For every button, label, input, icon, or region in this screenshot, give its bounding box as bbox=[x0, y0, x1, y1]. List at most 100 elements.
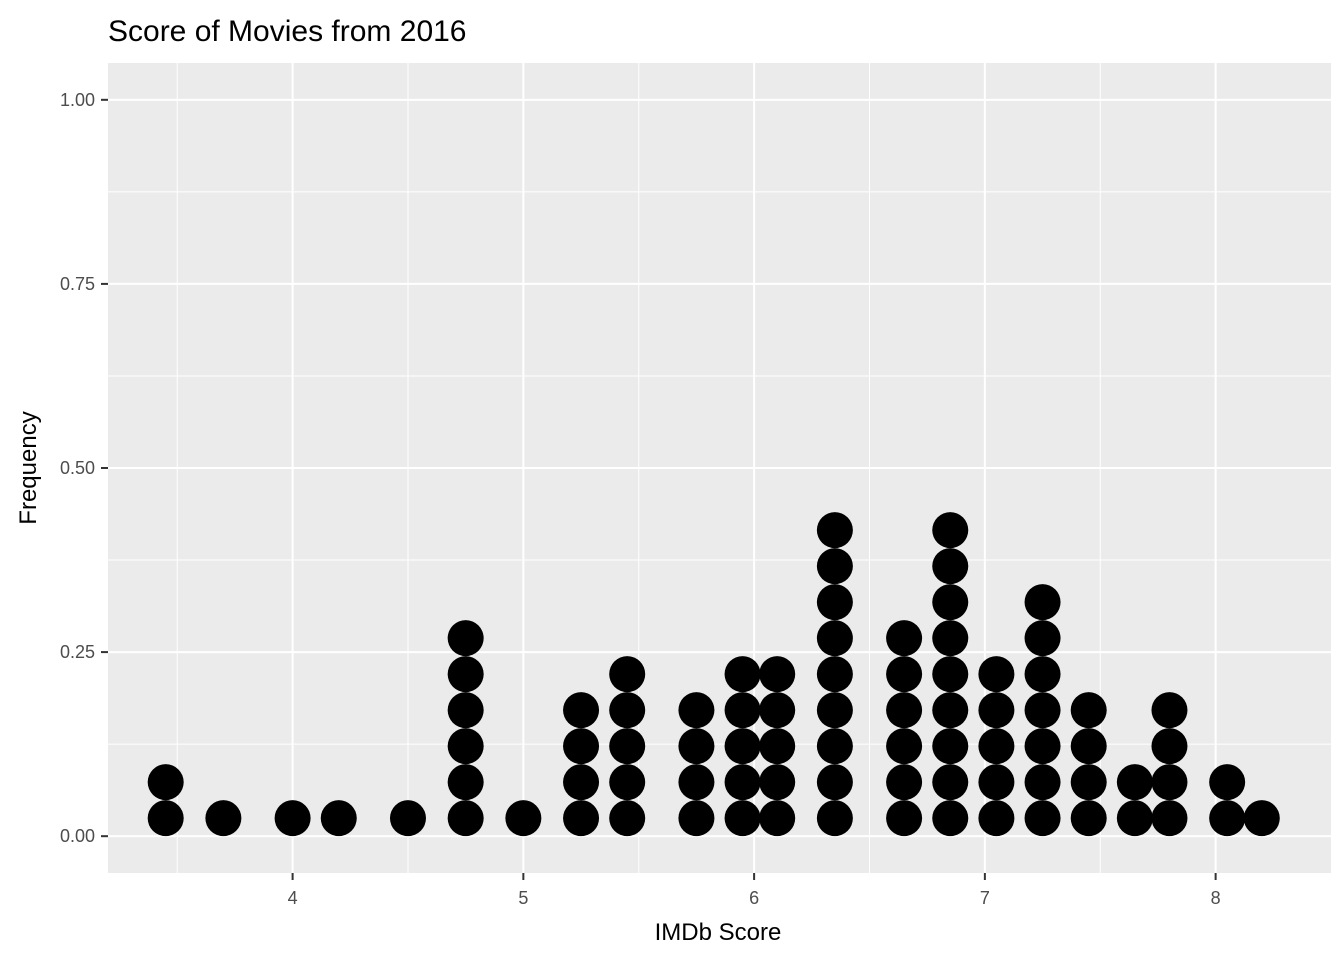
data-dot bbox=[759, 728, 796, 765]
data-dot bbox=[724, 800, 761, 837]
y-tick-label: 0.00 bbox=[60, 826, 95, 846]
data-dot bbox=[816, 512, 853, 549]
y-tick-label: 0.75 bbox=[60, 274, 95, 294]
x-axis-title: IMDb Score bbox=[655, 919, 782, 946]
y-tick-label: 0.25 bbox=[60, 642, 95, 662]
y-tick-label: 1.00 bbox=[60, 90, 95, 110]
data-dot bbox=[1116, 764, 1153, 801]
data-dot bbox=[816, 620, 853, 657]
data-dot bbox=[886, 692, 923, 729]
data-dot bbox=[978, 764, 1015, 801]
data-dot bbox=[932, 584, 969, 621]
data-dot bbox=[447, 800, 484, 837]
data-dot bbox=[978, 692, 1015, 729]
data-dot bbox=[609, 692, 646, 729]
data-dot bbox=[1151, 800, 1188, 837]
data-dot bbox=[678, 692, 715, 729]
data-dot bbox=[932, 800, 969, 837]
data-dot bbox=[447, 764, 484, 801]
data-dot bbox=[505, 800, 542, 837]
x-tick-label: 4 bbox=[288, 888, 298, 908]
data-dot bbox=[320, 800, 357, 837]
major-gridlines bbox=[108, 63, 1331, 873]
y-axis: 0.00 0.25 0.50 0.75 1.00 bbox=[60, 90, 108, 846]
data-dot bbox=[1243, 800, 1280, 837]
data-dot bbox=[1024, 692, 1061, 729]
x-tick-label: 6 bbox=[749, 888, 759, 908]
data-dot bbox=[816, 584, 853, 621]
data-dot bbox=[147, 764, 184, 801]
data-dot bbox=[759, 800, 796, 837]
data-dot bbox=[816, 692, 853, 729]
data-dot bbox=[447, 692, 484, 729]
data-dot bbox=[563, 692, 600, 729]
data-dot bbox=[563, 728, 600, 765]
data-dot bbox=[816, 656, 853, 693]
chart-title: Score of Movies from 2016 bbox=[108, 15, 467, 48]
data-dot bbox=[816, 548, 853, 585]
data-dot bbox=[389, 800, 426, 837]
data-dot bbox=[447, 620, 484, 657]
data-dot bbox=[886, 800, 923, 837]
y-tick-label: 0.50 bbox=[60, 458, 95, 478]
data-dot bbox=[759, 764, 796, 801]
data-dot bbox=[816, 764, 853, 801]
data-dot bbox=[609, 764, 646, 801]
data-dot bbox=[563, 764, 600, 801]
data-dot bbox=[1070, 692, 1107, 729]
x-tick-label: 8 bbox=[1211, 888, 1221, 908]
data-dot bbox=[147, 800, 184, 837]
data-dot bbox=[609, 800, 646, 837]
data-dot bbox=[886, 656, 923, 693]
data-dot bbox=[1151, 764, 1188, 801]
x-tick-label: 5 bbox=[518, 888, 528, 908]
data-dot bbox=[978, 800, 1015, 837]
data-dot bbox=[886, 620, 923, 657]
data-dot bbox=[1209, 764, 1246, 801]
data-dot bbox=[447, 728, 484, 765]
data-dot bbox=[1024, 728, 1061, 765]
data-dot bbox=[1151, 728, 1188, 765]
data-dot bbox=[886, 728, 923, 765]
data-dot bbox=[932, 692, 969, 729]
data-dot bbox=[978, 656, 1015, 693]
data-dot bbox=[609, 728, 646, 765]
data-dot bbox=[678, 800, 715, 837]
data-dot bbox=[1024, 800, 1061, 837]
data-dot bbox=[205, 800, 242, 837]
data-dot bbox=[759, 656, 796, 693]
data-dot bbox=[1024, 764, 1061, 801]
x-axis: 4 5 6 7 8 bbox=[288, 873, 1221, 908]
data-dot bbox=[609, 656, 646, 693]
data-dot bbox=[932, 728, 969, 765]
data-dot bbox=[978, 728, 1015, 765]
data-dot bbox=[447, 656, 484, 693]
x-tick-label: 7 bbox=[980, 888, 990, 908]
data-dot bbox=[816, 800, 853, 837]
data-dot bbox=[1209, 800, 1246, 837]
data-dot bbox=[724, 656, 761, 693]
data-dot bbox=[932, 764, 969, 801]
data-dot bbox=[1070, 800, 1107, 837]
data-dot bbox=[886, 764, 923, 801]
data-dot bbox=[932, 548, 969, 585]
data-dot bbox=[678, 728, 715, 765]
dot-stacks bbox=[147, 512, 1280, 837]
data-dot bbox=[932, 620, 969, 657]
data-dot bbox=[1151, 692, 1188, 729]
data-dot bbox=[816, 728, 853, 765]
data-dot bbox=[1116, 800, 1153, 837]
data-dot bbox=[274, 800, 311, 837]
data-dot bbox=[563, 800, 600, 837]
data-dot bbox=[759, 692, 796, 729]
data-dot bbox=[1024, 620, 1061, 657]
data-dot bbox=[1024, 656, 1061, 693]
data-dot bbox=[724, 728, 761, 765]
data-dot bbox=[1070, 764, 1107, 801]
data-dot bbox=[932, 656, 969, 693]
data-dot bbox=[1024, 584, 1061, 621]
data-dot bbox=[932, 512, 969, 549]
y-axis-title: Frequency bbox=[15, 411, 42, 524]
data-dot bbox=[1070, 728, 1107, 765]
